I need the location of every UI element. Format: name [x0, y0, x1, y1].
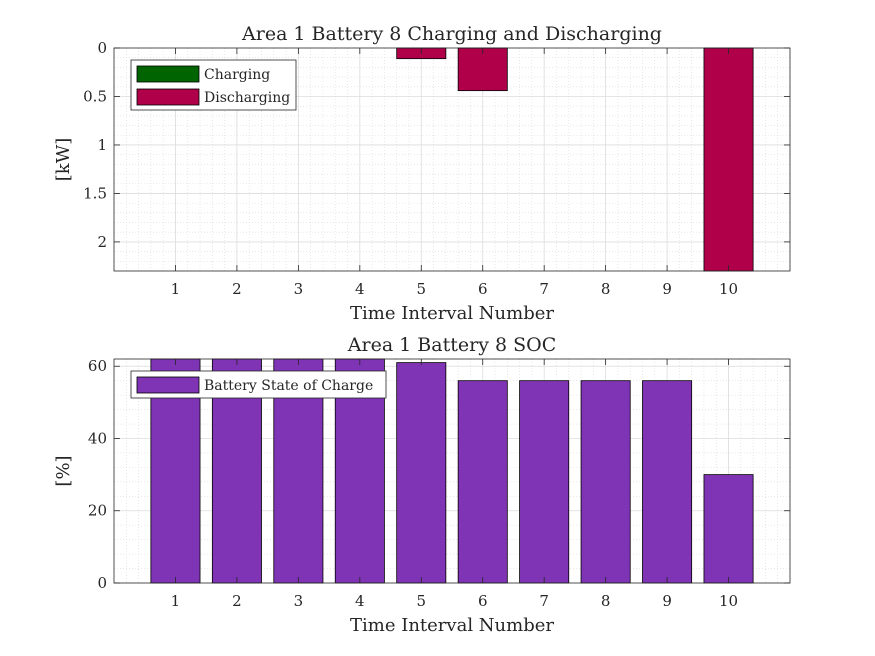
- top-grid: [114, 48, 790, 271]
- x-tick-label: 7: [539, 592, 549, 610]
- legend-swatch-charging: [136, 65, 200, 83]
- y-tick-label: 2: [97, 233, 107, 251]
- x-tick-label: 6: [478, 592, 488, 610]
- bottom-y-ticks: 0 20 40 60: [88, 357, 790, 592]
- y-tick-label: 1.5: [83, 184, 107, 202]
- y-tick-label: 20: [88, 502, 107, 520]
- top-y-axis-label: [kW]: [53, 138, 74, 181]
- y-tick-label: 0: [97, 39, 107, 57]
- bottom-legend: Battery State of Charge: [130, 370, 387, 399]
- bar-battery-state-of-charge-10: [703, 474, 754, 584]
- legend-label-charging: Charging: [204, 67, 270, 83]
- bar-discharging-10: [703, 47, 754, 272]
- bottom-axes-frame: [113, 358, 791, 584]
- bar-discharging-6: [457, 47, 508, 92]
- x-tick-label: 1: [171, 592, 181, 610]
- x-tick-label: 3: [294, 280, 304, 298]
- legend-swatch-soc: [136, 376, 200, 394]
- legend-label-soc: Battery State of Charge: [204, 378, 373, 394]
- x-tick-label: 5: [416, 280, 426, 298]
- bar-battery-state-of-charge-5: [396, 362, 447, 584]
- y-tick-label: 60: [88, 357, 107, 375]
- soc-chart: 1 2 3 4 5 6 7 8 9 10 0 20 40 60 Area 1 Battery 8 SOC…: [53, 334, 791, 636]
- x-tick-label: 10: [719, 280, 738, 298]
- top-axes-frame: [113, 47, 791, 272]
- top-y-ticks: 0 0.5 1 1.5 2: [83, 39, 790, 251]
- legend-label-discharging: Discharging: [204, 90, 290, 106]
- x-tick-label: 6: [478, 280, 488, 298]
- x-tick-label: 2: [232, 592, 242, 610]
- y-tick-label: 0.5: [83, 87, 107, 105]
- top-x-ticks: 1 2 3 4 5 6 7 8 9 10: [171, 48, 738, 298]
- x-tick-label: 5: [416, 592, 426, 610]
- x-tick-label: 9: [662, 592, 672, 610]
- bottom-y-axis-label: [%]: [53, 455, 74, 486]
- legend-swatch-discharging: [136, 88, 200, 106]
- y-tick-label: 0: [97, 574, 107, 592]
- y-tick-label: 1: [97, 136, 107, 154]
- x-tick-label: 4: [355, 592, 365, 610]
- bottom-x-ticks: 1 2 3 4 5 6 7 8 9 10: [171, 359, 738, 610]
- x-tick-label: 2: [232, 280, 242, 298]
- bottom-chart-title: Area 1 Battery 8 SOC: [347, 334, 556, 356]
- x-tick-label: 7: [539, 280, 549, 298]
- bar-battery-state-of-charge-6: [457, 380, 508, 584]
- bar-battery-state-of-charge-7: [519, 380, 570, 584]
- x-tick-label: 10: [719, 592, 738, 610]
- top-x-axis-label: Time Interval Number: [350, 303, 554, 324]
- bar-battery-state-of-charge-9: [642, 380, 693, 584]
- x-tick-label: 8: [601, 280, 611, 298]
- top-chart-title: Area 1 Battery 8 Charging and Dischargin…: [241, 23, 662, 45]
- bar-battery-state-of-charge-8: [580, 380, 631, 584]
- x-tick-label: 3: [294, 592, 304, 610]
- x-tick-label: 1: [171, 280, 181, 298]
- x-tick-label: 8: [601, 592, 611, 610]
- y-tick-label: 40: [88, 429, 107, 447]
- x-tick-label: 4: [355, 280, 365, 298]
- bottom-x-axis-label: Time Interval Number: [350, 615, 554, 636]
- x-tick-label: 9: [662, 280, 672, 298]
- charging-discharging-chart: 1 2 3 4 5 6 7 8 9 10 0 0.5 1 1.5 2 Area 1 Battery 8 C…: [53, 23, 791, 324]
- top-legend: Charging Discharging: [130, 59, 297, 111]
